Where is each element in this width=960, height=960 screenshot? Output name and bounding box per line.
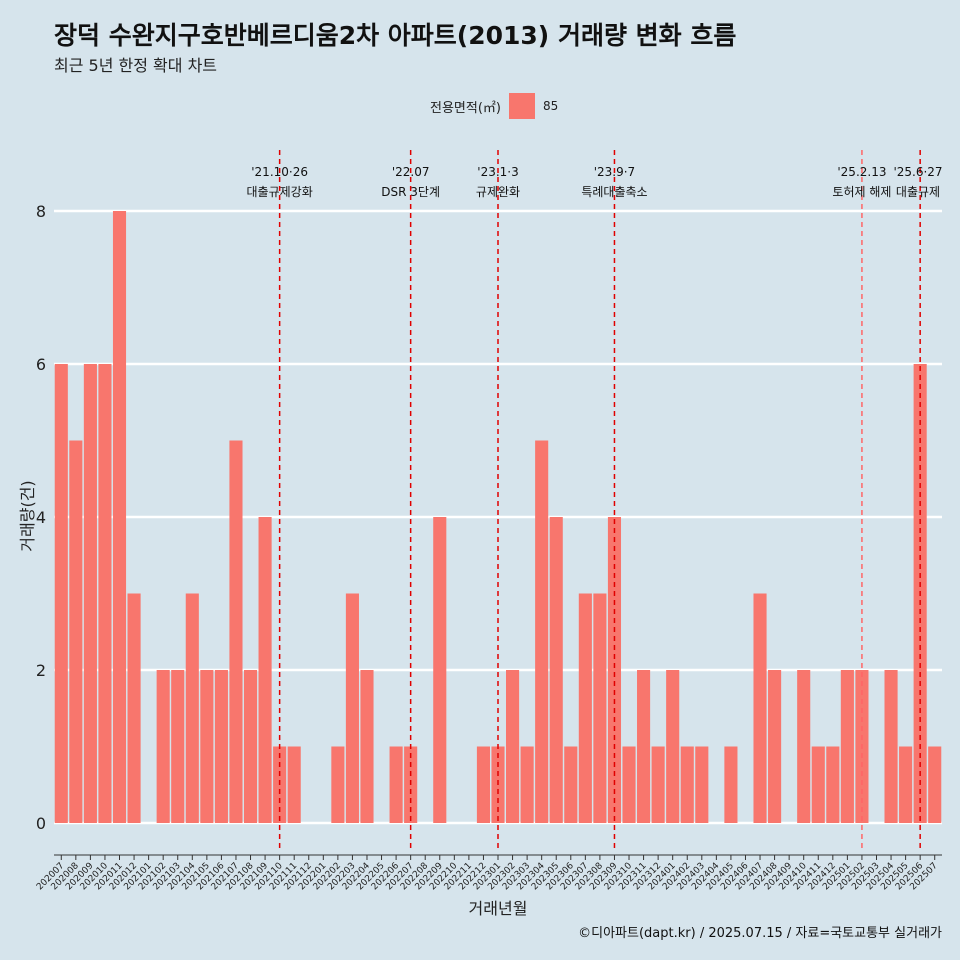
bar (768, 670, 782, 823)
event-label: 대출규제강화 (247, 185, 313, 199)
chart-title: 장덕 수완지구호반베르디움2차 아파트(2013) 거래량 변화 흐름 (54, 21, 737, 50)
bar (331, 746, 345, 823)
bar (476, 746, 490, 823)
bar (214, 670, 228, 823)
bar (360, 670, 374, 823)
bar (593, 593, 607, 823)
bar (578, 593, 592, 823)
bars-layer (54, 211, 942, 823)
bar (98, 364, 112, 823)
y-tick-label: 2 (36, 661, 46, 680)
bar (506, 670, 520, 823)
bar (200, 670, 214, 823)
bar (797, 670, 811, 823)
bar (549, 517, 563, 823)
bar (156, 670, 170, 823)
bar (54, 364, 68, 823)
bar (243, 670, 258, 823)
caption: ©디아파트(dapt.kr) / 2025.07.15 / 자료=국토교통부 실… (578, 926, 942, 941)
event-label: DSR 3단계 (381, 185, 440, 199)
event-date-label: '21.10·26 (251, 165, 308, 179)
bar (83, 364, 97, 823)
event-date-label: '25.6·27 (893, 165, 942, 179)
bar (258, 517, 272, 823)
annotation-layer: '21.10·26 대출규제강화 '22.07 DSR 3단계 '23.1·3 규제완화 '… (247, 150, 943, 852)
bar (680, 746, 694, 823)
bar (171, 670, 185, 823)
event-label: 규제완화 (476, 185, 520, 199)
bar (884, 670, 898, 823)
y-tick-label: 8 (36, 202, 46, 221)
bar (185, 593, 199, 823)
bar (564, 746, 578, 823)
x-axis-title: 거래년월 (469, 899, 528, 918)
bar (520, 746, 534, 823)
bar (69, 440, 83, 823)
event-label: 대출규제 (896, 185, 940, 199)
bar (345, 593, 359, 823)
event-label: 토허제 해제 (832, 185, 891, 199)
legend-item-label: 85 (542, 99, 559, 113)
event-date-label: '23.9·7 (594, 165, 635, 179)
bar (622, 746, 636, 823)
event-date-label: '23.1·3 (477, 165, 518, 179)
bar (928, 746, 942, 823)
chart-subtitle: 최근 5년 한정 확대 차트 (54, 56, 218, 75)
bar (433, 517, 447, 823)
bar (287, 746, 301, 823)
y-tick-label: 0 (36, 814, 46, 833)
y-tick-label: 6 (36, 355, 46, 374)
bar (724, 746, 738, 823)
event-date-label: '22.07 (392, 165, 430, 179)
event-label: 특례대출축소 (581, 185, 647, 199)
y-tick-label: 4 (36, 508, 46, 527)
bar (753, 593, 767, 823)
legend: 전용면적(㎡) 85 (430, 93, 558, 119)
axis-layer: 0246820200720200820200920201020201120201… (35, 202, 942, 892)
bar (229, 440, 243, 823)
legend-title: 전용면적(㎡) (430, 100, 501, 116)
bar (826, 746, 840, 823)
legend-swatch (508, 93, 535, 119)
event-date-label: '25.2.13 (837, 165, 886, 179)
bar (127, 593, 141, 823)
y-axis-title: 거래량(건) (18, 480, 37, 551)
bar (389, 746, 403, 823)
bar (637, 670, 651, 823)
bar (666, 670, 680, 823)
bar (112, 211, 127, 823)
bar (607, 517, 622, 823)
bar (840, 670, 854, 823)
bar (651, 746, 665, 823)
bar (535, 440, 549, 823)
bar (695, 746, 709, 823)
bar (811, 746, 825, 823)
bar (899, 746, 913, 823)
